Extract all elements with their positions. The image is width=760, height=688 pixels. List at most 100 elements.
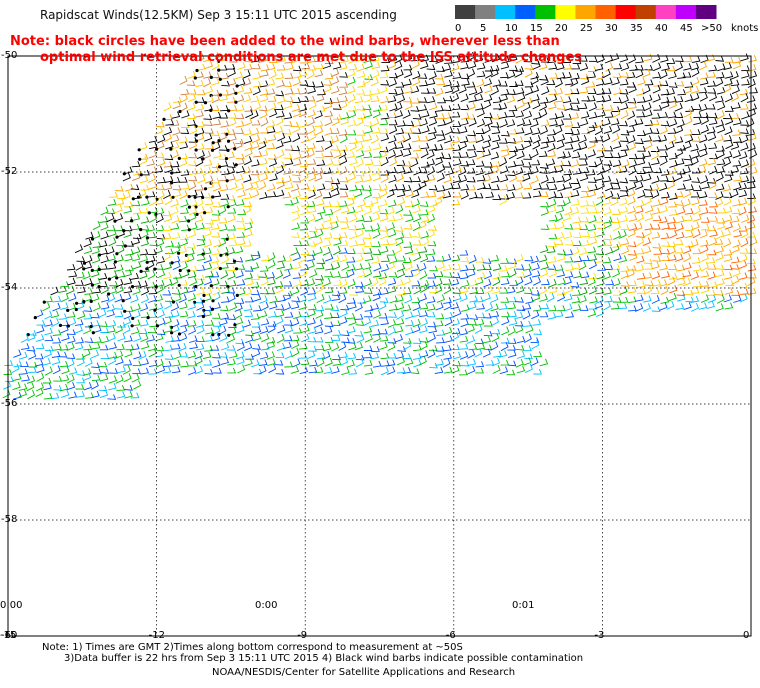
wind-barb (373, 184, 382, 190)
wind-barb (677, 293, 686, 302)
wind-barb (107, 325, 116, 334)
wind-barb (435, 55, 444, 64)
wind-barb (300, 96, 310, 102)
wind-barb (579, 305, 589, 311)
wind-barb (637, 190, 646, 199)
wind-barb (196, 133, 205, 142)
wind-barb (92, 220, 101, 231)
contamination-dot (209, 108, 213, 112)
wind-barb (557, 253, 566, 262)
legend-swatch (595, 5, 617, 19)
wind-barb (180, 234, 189, 240)
wind-barb (316, 294, 325, 304)
wind-barb (292, 124, 301, 133)
wind-barb (378, 272, 388, 280)
wind-barb (357, 298, 367, 304)
wind-barb (653, 80, 662, 87)
wind-barb (573, 271, 582, 279)
wind-barb (196, 287, 205, 296)
contamination-dot (113, 219, 117, 223)
wind-barb (693, 117, 702, 126)
wind-barb (524, 255, 534, 262)
wind-barb (123, 269, 133, 278)
wind-barb (387, 366, 396, 375)
wind-barb (397, 94, 406, 104)
wind-barb (444, 116, 453, 126)
wind-barb (498, 111, 508, 119)
wind-barb (461, 304, 470, 312)
wind-barb (195, 184, 204, 191)
wind-barb (546, 158, 556, 167)
wind-barb (691, 221, 700, 231)
wind-barb (349, 290, 359, 296)
wind-barb (275, 189, 285, 198)
wind-barb (596, 145, 606, 152)
wind-barb (532, 61, 541, 70)
wind-barb (324, 357, 333, 367)
contamination-dot (131, 197, 135, 201)
wind-barb (741, 111, 750, 120)
wind-barb (114, 294, 123, 303)
wind-barb (394, 110, 404, 119)
wind-barb (651, 261, 660, 270)
wind-barb (715, 252, 724, 262)
wind-barb (404, 311, 414, 320)
wind-barb (315, 344, 325, 351)
wind-barb (363, 216, 373, 222)
wind-barb (331, 294, 341, 301)
wind-barb (212, 360, 221, 368)
wind-barb (133, 333, 142, 342)
wind-barb (452, 191, 462, 198)
wind-barb (579, 63, 589, 72)
wind-barb (236, 264, 246, 270)
wind-barb (485, 191, 495, 199)
wind-barb (555, 165, 564, 174)
wind-barb (363, 151, 373, 159)
wind-barb (373, 160, 382, 167)
wind-barb (379, 85, 388, 94)
wind-barb (450, 302, 460, 310)
wind-barb (269, 301, 278, 310)
wind-barb (716, 72, 725, 79)
contamination-dot (227, 109, 231, 113)
wind-barb (148, 368, 158, 375)
wind-barb (356, 270, 366, 278)
wind-barb (357, 70, 366, 79)
wind-barb (98, 240, 108, 248)
wind-barb (259, 109, 268, 119)
wind-barb (236, 199, 245, 207)
wind-barb (714, 289, 724, 296)
wind-barb (338, 254, 348, 263)
wind-barb (675, 125, 684, 134)
wind-barb (315, 167, 324, 176)
wind-barb (379, 213, 389, 222)
wind-barb (588, 285, 597, 295)
wind-barb (314, 56, 324, 62)
wind-barb (298, 318, 308, 327)
wind-barb (141, 286, 150, 296)
wind-barb (125, 344, 134, 351)
wind-barb (314, 246, 323, 256)
wind-barb (117, 193, 126, 199)
wind-barb (324, 140, 333, 150)
wind-barb (724, 221, 733, 230)
wind-barb (330, 221, 339, 230)
wind-barb (740, 159, 749, 168)
wind-barb (626, 125, 636, 134)
wind-barb (170, 141, 180, 150)
wind-barb (44, 335, 54, 342)
wind-barb (741, 79, 750, 86)
wind-barb (644, 263, 654, 270)
wind-barb (723, 192, 733, 198)
wind-barb (339, 239, 349, 247)
wind-barb (211, 261, 220, 271)
wind-barb (93, 336, 102, 344)
wind-barb (245, 182, 254, 191)
wind-barb (516, 150, 525, 160)
wind-barb (562, 197, 571, 207)
wind-barb (349, 137, 358, 144)
wind-barb (499, 287, 509, 294)
wind-barb (501, 56, 510, 64)
wind-barb (515, 264, 525, 270)
wind-barb (388, 228, 397, 238)
